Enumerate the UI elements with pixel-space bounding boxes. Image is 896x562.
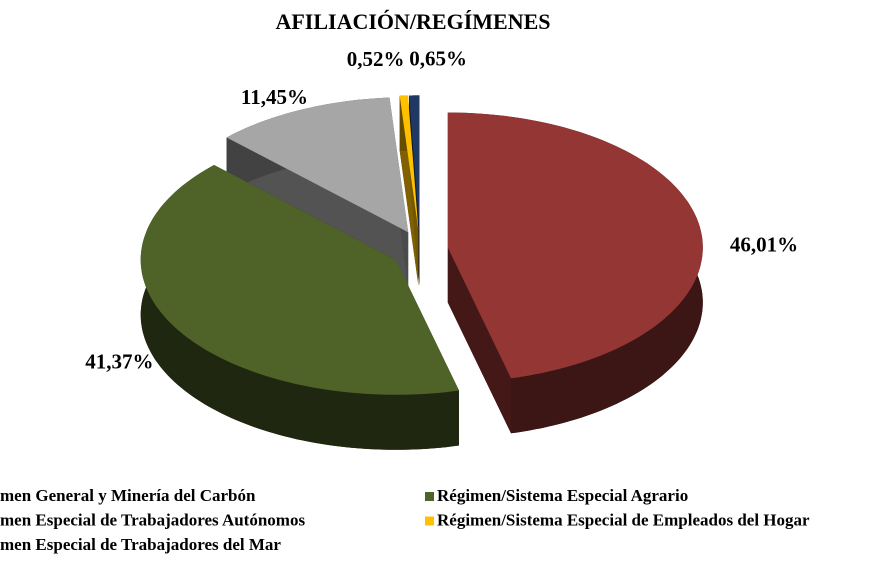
data-label: 0,52%: [347, 47, 405, 71]
legend-label: men Especial de Trabajadores Autónomos: [0, 510, 305, 529]
slice: [447, 112, 703, 379]
legend-label: men General y Minería del Carbón: [0, 486, 256, 505]
slice: [409, 95, 420, 231]
slice: [226, 97, 409, 233]
legend-label: Régimen/Sistema Especial de Empleados de…: [437, 510, 810, 529]
slice-outer-wall: [140, 165, 459, 450]
legend-marker: [425, 516, 434, 526]
legend-label: Régimen/Sistema Especial Agrario: [437, 486, 688, 505]
data-label: 0,65%: [409, 47, 467, 71]
data-label: 41,37%: [85, 350, 153, 374]
chart-title: AFILIACIÓN/REGÍMENES: [275, 9, 550, 34]
slice-tops: [140, 95, 703, 395]
slice-cut-wall: [447, 247, 511, 434]
data-label: 46,01%: [730, 232, 798, 256]
legend-marker: [425, 492, 434, 501]
data-label: 11,45%: [241, 85, 308, 109]
slice: [140, 165, 459, 395]
slice: [399, 95, 419, 231]
legend-label: men Especial de Trabajadores del Mar: [0, 535, 281, 554]
